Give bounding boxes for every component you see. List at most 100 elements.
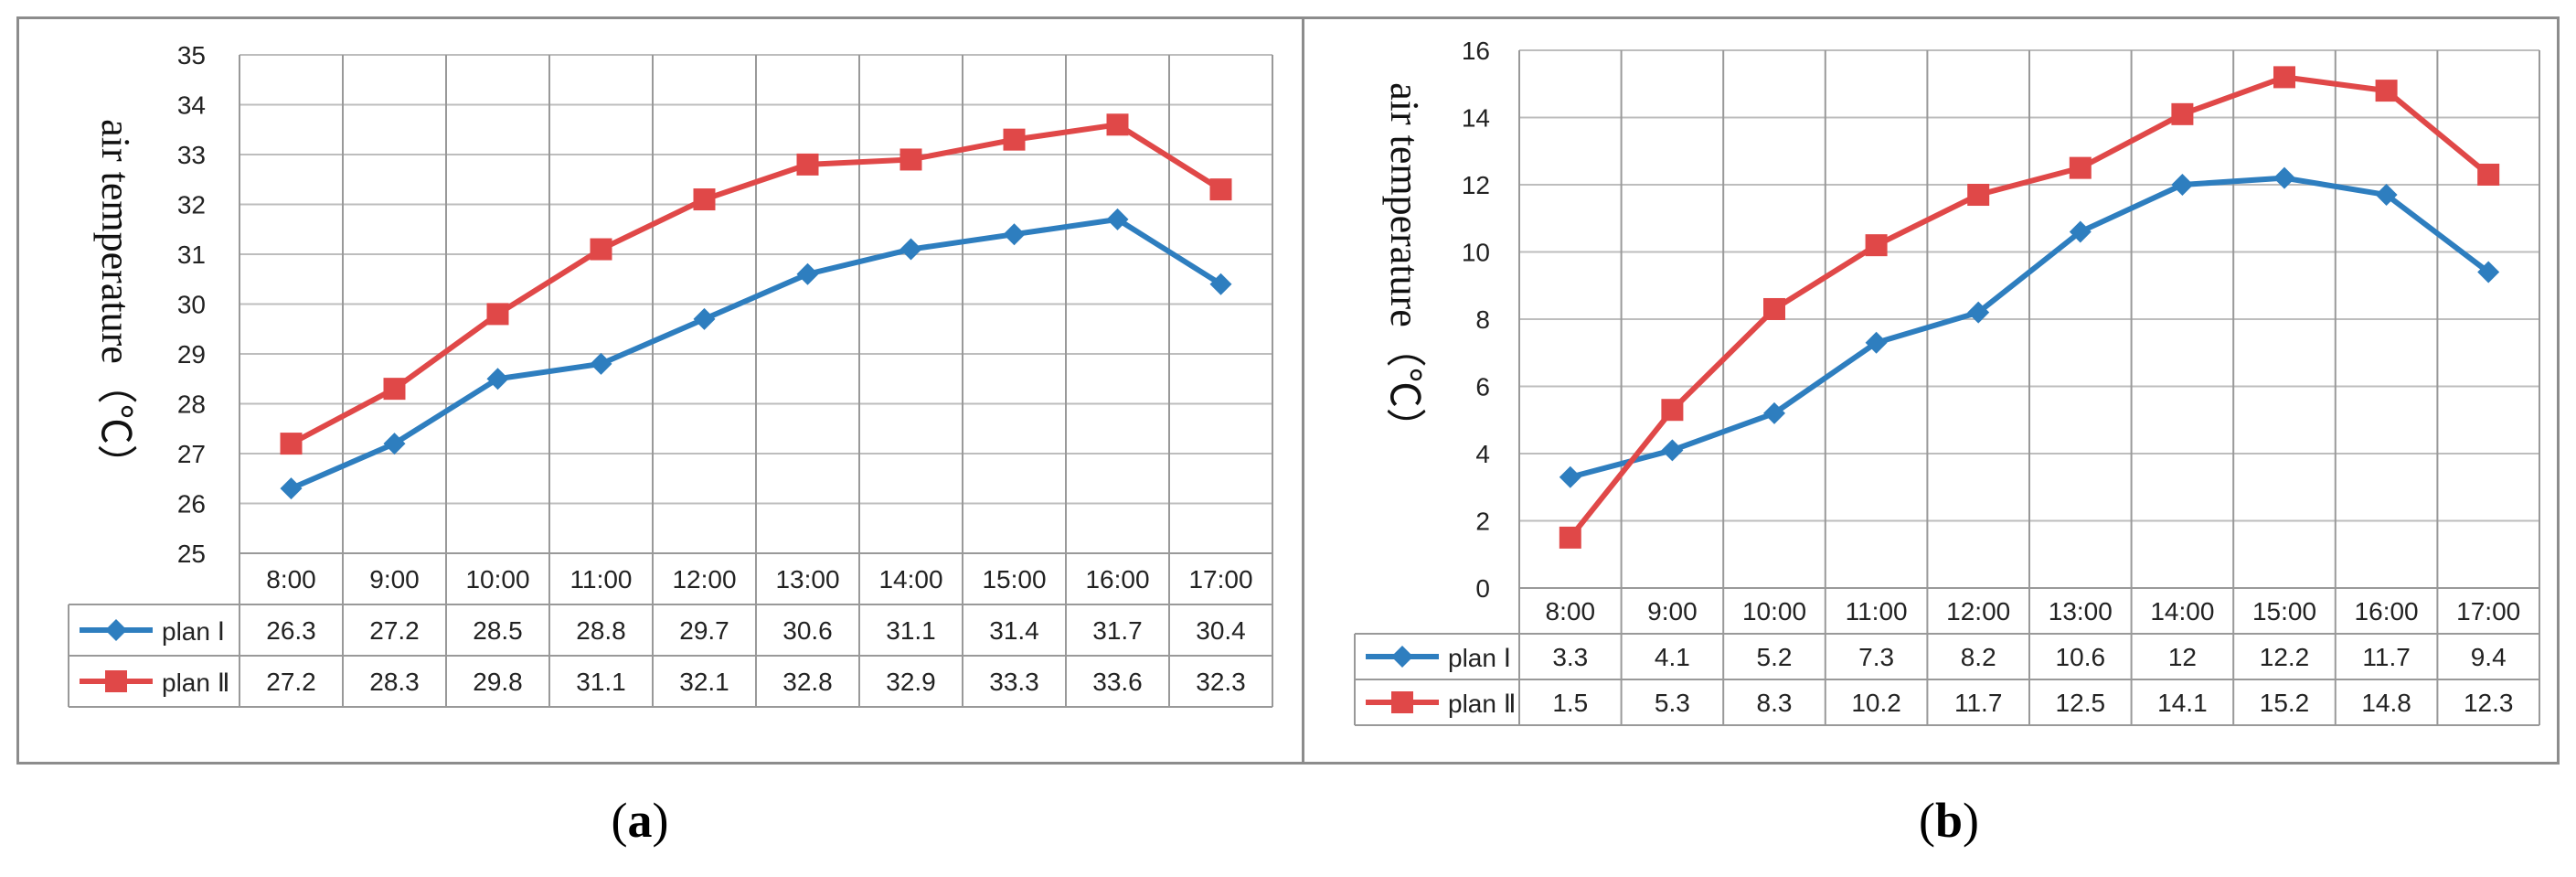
data-label: 10.6: [2056, 643, 2106, 671]
data-label: 27.2: [369, 616, 420, 645]
data-label: 28.5: [473, 616, 523, 645]
data-point: [280, 477, 303, 500]
data-point: [1865, 234, 1888, 257]
data-point: [2375, 80, 2398, 102]
y-tick-label: 2: [1475, 508, 1490, 536]
x-tick-label: 12:00: [1946, 597, 2010, 626]
data-label: 7.3: [1858, 643, 1894, 671]
data-point: [1967, 184, 1990, 207]
y-tick-label: 34: [177, 91, 206, 120]
x-tick-label: 11:00: [1846, 597, 1908, 626]
series-line: [1568, 74, 2491, 540]
data-point: [2273, 66, 2295, 89]
data-point: [280, 433, 303, 455]
caption-paren: ): [653, 793, 669, 848]
x-tick-label: 8:00: [1546, 597, 1596, 626]
x-tick-label: 9:00: [1647, 597, 1698, 626]
legend-label: plan Ⅰ: [162, 617, 225, 646]
data-point: [1003, 223, 1026, 246]
data-point: [1209, 178, 1232, 201]
x-tick-label: 14:00: [2150, 597, 2214, 626]
data-label: 12: [2168, 643, 2197, 671]
legend-marker: [105, 619, 127, 641]
y-tick-label: 0: [1475, 574, 1490, 603]
data-label: 28.3: [369, 668, 420, 696]
data-label: 12.3: [2464, 689, 2514, 717]
data-label: 31.1: [886, 616, 936, 645]
y-tick-label: 6: [1475, 373, 1490, 401]
x-tick-label: 15:00: [2252, 597, 2316, 626]
data-label: 14.8: [2361, 689, 2411, 717]
series-2: plan Ⅱ 1.5 5.3 8.3 10.2 11.7 12.5 14.1 15.2 14.8 1…: [1366, 66, 2513, 718]
series-1: plan Ⅰ 3.3 4.1 5.2 7.3 8.2 10.6 12 12.2 11.7 9.4: [1366, 166, 2507, 672]
caption-paren: (: [1919, 793, 1935, 848]
data-point: [796, 262, 819, 285]
data-label: 11.7: [2362, 643, 2410, 671]
data-point: [1763, 297, 1785, 320]
data-label: 31.4: [989, 616, 1039, 645]
data-point: [1967, 301, 1990, 324]
data-label: 11.7: [1954, 689, 2002, 717]
x-tick-label: 13:00: [2049, 597, 2113, 626]
data-point: [1661, 399, 1684, 422]
legend-label: plan Ⅱ: [1448, 690, 1517, 718]
data-label: 14.1: [2157, 689, 2208, 717]
x-tick-label: 17:00: [1188, 565, 1252, 594]
y-tick-label: 10: [1462, 239, 1490, 267]
chart-panel-a: 25 26 27 28 29 30 31 32 33 34 35 air temperature（℃）…: [68, 41, 1273, 848]
data-point: [1003, 128, 1026, 151]
panel-divider: [1302, 16, 1304, 765]
data-point: [2477, 261, 2500, 283]
chart-panel-b: 0 2 4 6 8 10 12 14 16 air temperature（℃） 8:00 9:00 1…: [1354, 37, 2540, 848]
x-tick-label: 10:00: [465, 565, 529, 594]
y-tick-label: 33: [177, 141, 206, 169]
legend-marker: [1391, 691, 1413, 713]
data-point: [899, 148, 922, 171]
x-tick-label: 15:00: [982, 565, 1046, 594]
y-tick-label: 26: [177, 490, 206, 519]
data-label: 31.7: [1092, 616, 1143, 645]
x-tick-label: 8:00: [266, 565, 316, 594]
x-tick-label: 17:00: [2456, 597, 2520, 626]
x-tick-label: 10:00: [1742, 597, 1806, 626]
y-tick-label: 29: [177, 340, 206, 369]
x-tick-label: 14:00: [878, 565, 942, 594]
data-label: 32.1: [679, 668, 729, 696]
series-1: plan Ⅰ 26.3 27.2 28.5 28.8 29.7 30.6 31.1 31.4 31…: [80, 208, 1246, 646]
data-point: [2375, 184, 2398, 207]
y-tick-label: 28: [177, 390, 206, 419]
y-tick-label: 16: [1462, 37, 1490, 65]
data-label: 4.1: [1655, 643, 1690, 671]
x-tick-label: 16:00: [2355, 597, 2419, 626]
legend-marker: [1391, 646, 1413, 668]
data-label: 29.8: [473, 668, 523, 696]
data-point: [1661, 439, 1684, 462]
x-tick-label: 12:00: [672, 565, 736, 594]
legend-marker: [105, 670, 127, 692]
data-label: 5.2: [1757, 643, 1793, 671]
data-point: [1865, 331, 1888, 354]
data-label: 31.1: [576, 668, 626, 696]
x-tick-label: 13:00: [775, 565, 839, 594]
data-label: 33.3: [989, 668, 1039, 696]
data-point: [383, 433, 406, 455]
caption-paren: ): [1963, 793, 1979, 848]
y-tick-label: 8: [1475, 305, 1490, 334]
x-tick-label: 9:00: [369, 565, 420, 594]
data-label: 28.8: [576, 616, 626, 645]
data-label: 32.9: [886, 668, 936, 696]
data-point: [2171, 102, 2194, 125]
data-label: 33.6: [1092, 668, 1143, 696]
y-tick-label: 12: [1462, 171, 1490, 199]
y-tick-label: 4: [1475, 440, 1490, 468]
data-point: [899, 238, 922, 261]
data-point: [590, 238, 612, 261]
panel-caption: (a): [612, 793, 669, 848]
x-tick-label: 16:00: [1085, 565, 1149, 594]
series-line: [290, 122, 1223, 446]
y-axis-label: air temperature（℃）: [93, 119, 138, 485]
data-point: [486, 303, 509, 326]
data-label: 5.3: [1655, 689, 1690, 717]
y-tick-label: 27: [177, 440, 206, 468]
caption-paren: (: [612, 793, 628, 848]
